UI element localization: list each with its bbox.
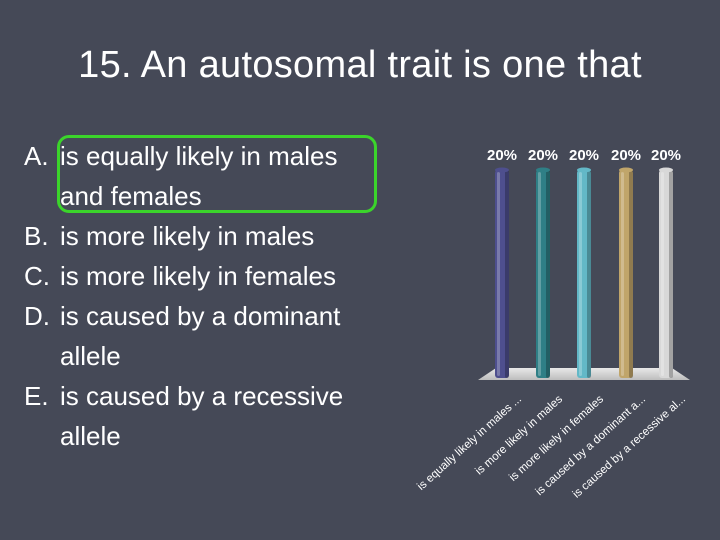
option-letter: E. bbox=[24, 381, 49, 411]
option-b[interactable]: B. is more likely in males bbox=[24, 216, 394, 256]
bar-value-label: 20% bbox=[569, 147, 599, 164]
bar bbox=[659, 167, 673, 378]
option-c[interactable]: C. is more likely in females bbox=[24, 256, 394, 296]
bar-value-label: 20% bbox=[651, 147, 681, 164]
option-text: is more likely in males bbox=[60, 221, 315, 251]
option-letter: A. bbox=[24, 141, 49, 171]
slide-title: 15. An autosomal trait is one that bbox=[78, 44, 642, 86]
option-d[interactable]: D. is caused by a dominant allele bbox=[24, 296, 394, 376]
bar-value-label: 20% bbox=[487, 147, 517, 164]
option-letter: C. bbox=[24, 261, 50, 291]
option-letter: B. bbox=[24, 221, 49, 251]
bar bbox=[495, 167, 509, 378]
option-text: is more likely in females bbox=[60, 261, 336, 291]
bar-value-label: 20% bbox=[528, 147, 558, 164]
option-text: is equally likely in males and females bbox=[60, 141, 338, 211]
option-a[interactable]: A. is equally likely in males and female… bbox=[24, 136, 394, 216]
bar bbox=[619, 167, 633, 378]
answer-options-list: A. is equally likely in males and female… bbox=[24, 136, 394, 456]
bar-value-label: 20% bbox=[611, 147, 641, 164]
option-e[interactable]: E. is caused by a recessive allele bbox=[24, 376, 394, 456]
bar bbox=[577, 167, 591, 378]
option-text: is caused by a dominant allele bbox=[60, 301, 341, 371]
bar bbox=[536, 167, 550, 378]
option-text: is caused by a recessive allele bbox=[60, 381, 344, 451]
option-letter: D. bbox=[24, 301, 50, 331]
answer-highlight-box bbox=[57, 135, 377, 213]
